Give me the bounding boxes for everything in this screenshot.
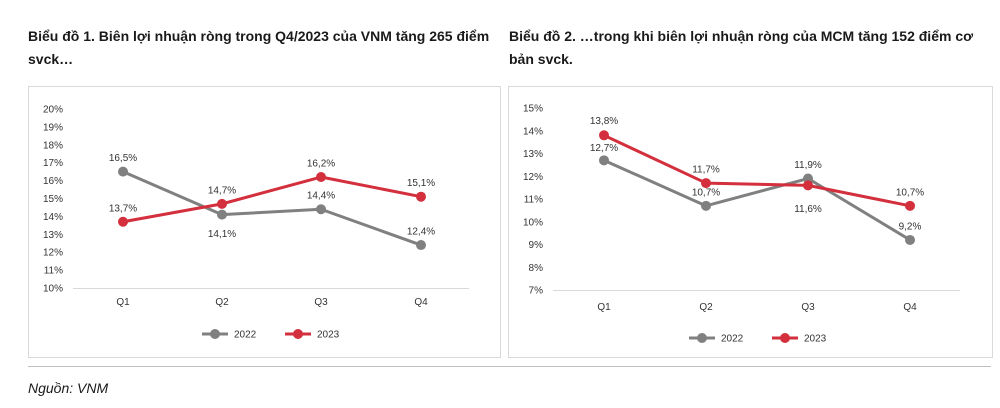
chart2-data-label-2023: 13,8% xyxy=(590,116,618,127)
chart1-point-2022 xyxy=(416,240,426,251)
chart1-data-label-2023: 13,7% xyxy=(109,203,137,214)
chart1-point-2023 xyxy=(316,172,326,183)
chart1-ytick-label: 14% xyxy=(43,212,63,223)
chart2-point-2023 xyxy=(905,200,915,211)
chart2-data-label-2022: 10,7% xyxy=(692,187,720,198)
chart1-ytick-label: 19% xyxy=(43,122,63,133)
chart2-data-label-2022: 12,7% xyxy=(590,143,618,154)
chart2-ytick-label: 12% xyxy=(523,172,543,183)
chart1-data-label-2022: 14,4% xyxy=(307,191,335,202)
chart1-point-2023 xyxy=(118,216,128,227)
chart2-data-label-2023: 11,6% xyxy=(794,204,822,215)
chart2-ytick-label: 11% xyxy=(524,195,543,206)
chart1-ytick-label: 13% xyxy=(43,230,63,241)
chart1-point-2023 xyxy=(217,198,227,209)
chart1-data-label-2023: 14,7% xyxy=(208,185,236,196)
chart2-xtick-label: Q3 xyxy=(801,302,815,313)
chart1-panel: 10% 11% 12% 13% 14% 15% 16% 17% 18% 19% 20% Q1 Q2 Q3 Q… xyxy=(28,86,501,358)
chart2-point-2022 xyxy=(701,200,711,211)
chart1-xtick-label: Q2 xyxy=(215,297,229,308)
chart1-point-2022 xyxy=(217,209,227,220)
chart1-xtick-label: Q1 xyxy=(116,297,130,308)
chart1-data-label-2022: 12,4% xyxy=(407,227,435,238)
chart1-data-label-2023: 16,2% xyxy=(307,159,335,170)
chart1-ytick-label: 11% xyxy=(44,266,63,277)
chart1-legend-label-2022: 2022 xyxy=(234,330,257,341)
chart2-data-label-2023: 10,7% xyxy=(896,187,924,198)
chart1-legend-marker-2023 xyxy=(293,329,303,339)
chart1-data-label-2023: 15,1% xyxy=(407,178,435,189)
chart1-ytick-label: 17% xyxy=(43,158,63,169)
chart2-series-line-2022 xyxy=(603,158,911,242)
chart1-xtick-label: Q3 xyxy=(314,297,328,308)
chart1-ytick-label: 20% xyxy=(43,105,63,116)
chart1-ytick-label: 16% xyxy=(43,176,63,187)
chart1-ytick-label: 10% xyxy=(43,284,63,295)
chart1-ytick-label: 18% xyxy=(43,140,63,151)
chart2-ytick-label: 10% xyxy=(523,217,543,228)
chart1-legend-label-2023: 2023 xyxy=(317,330,340,341)
chart1-title: Biểu đồ 1. Biên lợi nhuận ròng trong Q4/… xyxy=(28,28,490,67)
chart2-legend-label-2022: 2022 xyxy=(721,334,744,345)
chart2-data-label-2022: 9,2% xyxy=(899,221,922,232)
chart2-point-2023 xyxy=(599,130,609,141)
chart1-data-label-2022: 14,1% xyxy=(208,229,236,240)
chart1-ytick-label: 12% xyxy=(43,248,63,259)
chart1-data-label-2022: 16,5% xyxy=(109,153,137,164)
chart2-series-line-2023 xyxy=(603,133,911,208)
chart2-ytick-label: 13% xyxy=(523,149,543,160)
chart2-point-2023 xyxy=(701,178,711,189)
chart1-point-2022 xyxy=(316,204,326,215)
chart2-ytick-label: 8% xyxy=(529,263,544,274)
chart2-legend-marker-2023 xyxy=(780,333,790,343)
chart2-ytick-label: 7% xyxy=(529,286,544,297)
chart2-xtick-label: Q4 xyxy=(903,302,917,313)
chart2-point-2022 xyxy=(905,234,915,245)
chart2-point-2022 xyxy=(599,155,609,166)
chart2-data-label-2023: 11,7% xyxy=(692,165,720,176)
chart2-panel: 7% 8% 9% 10% 11% 12% 13% 14% 15% Q1 Q2 Q3 Q4 12,7% 10,… xyxy=(508,86,993,358)
chart2-legend-marker-2022 xyxy=(697,333,707,343)
chart2-data-label-2022: 11,9% xyxy=(794,160,822,171)
chart1-point-2023 xyxy=(416,191,426,202)
chart2-xtick-label: Q2 xyxy=(699,302,713,313)
chart2-legend-label-2023: 2023 xyxy=(804,334,827,345)
chart2-xtick-label: Q1 xyxy=(597,302,611,313)
chart2-ytick-label: 14% xyxy=(523,126,543,137)
chart1-series-line-2023 xyxy=(122,175,422,224)
chart2-svg: 7% 8% 9% 10% 11% 12% 13% 14% 15% Q1 Q2 Q3 Q4 12,7% 10,… xyxy=(523,104,960,345)
chart1-ytick-label: 15% xyxy=(43,194,63,205)
chart2-title: Biểu đồ 2. …trong khi biên lợi nhuận ròn… xyxy=(509,28,974,67)
chart2-point-2023 xyxy=(803,180,813,191)
chart1-series-line-2022 xyxy=(122,170,422,247)
chart1-xtick-label: Q4 xyxy=(414,297,428,308)
chart2-ytick-label: 15% xyxy=(523,104,543,115)
chart1-point-2022 xyxy=(118,166,128,177)
chart2-ytick-label: 9% xyxy=(529,240,544,251)
chart1-legend-marker-2022 xyxy=(210,329,220,339)
source-note: Nguồn: VNM xyxy=(28,380,109,396)
chart1-svg: 10% 11% 12% 13% 14% 15% 16% 17% 18% 19% 20% Q1 Q2 Q3 Q… xyxy=(43,105,469,341)
footer-divider xyxy=(28,366,991,367)
